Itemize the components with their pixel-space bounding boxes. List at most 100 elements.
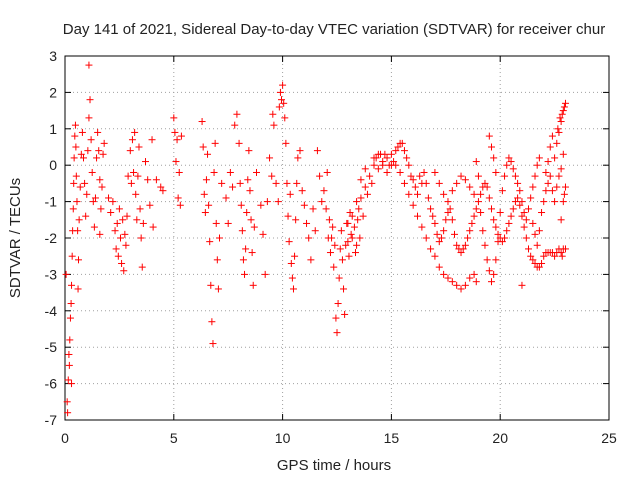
data-point <box>144 176 152 184</box>
data-point <box>303 219 311 227</box>
data-point <box>75 216 83 224</box>
data-point <box>370 161 378 169</box>
data-point <box>414 190 422 198</box>
data-point <box>470 270 478 278</box>
data-point <box>409 176 417 184</box>
data-point <box>546 172 554 180</box>
data-point <box>494 230 502 238</box>
data-point <box>136 205 144 213</box>
data-point <box>79 154 87 162</box>
data-point <box>558 110 566 118</box>
data-point <box>130 168 138 176</box>
data-point <box>557 216 565 224</box>
data-point <box>214 285 222 293</box>
data-point <box>116 234 124 242</box>
data-point <box>374 165 382 173</box>
data-point <box>411 183 419 191</box>
data-point <box>114 252 122 260</box>
data-point <box>200 190 208 198</box>
data-point <box>470 212 478 220</box>
data-point <box>485 194 493 202</box>
data-point <box>289 285 297 293</box>
data-point <box>235 139 243 147</box>
data-point <box>288 274 296 282</box>
data-point <box>509 205 517 213</box>
data-point <box>538 259 546 267</box>
data-point <box>474 172 482 180</box>
data-point <box>284 212 292 220</box>
data-point <box>505 219 513 227</box>
data-point <box>171 128 179 136</box>
data-point <box>518 281 526 289</box>
data-point <box>157 183 165 191</box>
data-point <box>282 139 290 147</box>
data-point <box>468 219 476 227</box>
data-point <box>400 147 408 155</box>
data-point <box>516 201 524 209</box>
data-point <box>74 256 82 264</box>
data-point <box>551 154 559 162</box>
data-point <box>342 241 350 249</box>
data-point <box>400 179 408 187</box>
data-point <box>531 230 539 238</box>
data-point <box>424 194 432 202</box>
data-point <box>427 205 435 213</box>
data-point <box>206 238 214 246</box>
data-point <box>208 318 216 326</box>
data-point <box>252 168 260 176</box>
data-point <box>122 241 130 249</box>
data-point <box>226 168 234 176</box>
y-axis-label: SDTVAR / TECUs <box>7 178 24 298</box>
data-point <box>121 230 129 238</box>
data-point <box>97 205 105 213</box>
data-point <box>518 212 526 220</box>
data-point <box>407 172 415 180</box>
data-point <box>485 132 493 140</box>
data-point <box>535 154 543 162</box>
data-point <box>292 216 300 224</box>
data-point <box>131 128 139 136</box>
data-point <box>64 409 72 417</box>
data-point <box>175 168 183 176</box>
data-point <box>112 245 120 253</box>
data-point <box>453 241 461 249</box>
data-point <box>113 219 121 227</box>
data-point <box>361 183 369 191</box>
y-axis-ticks: -7 -6 -5 -4 -3 -2 -1 0 1 2 3 <box>45 48 609 428</box>
data-point <box>363 190 371 198</box>
data-point <box>120 267 128 275</box>
data-point <box>540 252 548 260</box>
data-point <box>326 249 334 257</box>
data-point <box>337 227 345 235</box>
x-axis-label: GPS time / hours <box>277 457 391 474</box>
data-point <box>213 256 221 264</box>
data-point <box>492 223 500 231</box>
y-tick-label: 3 <box>49 48 57 64</box>
data-point <box>527 194 535 202</box>
data-point <box>522 216 530 224</box>
data-point <box>561 99 569 107</box>
data-point <box>105 194 113 202</box>
data-point <box>83 190 91 198</box>
data-point <box>361 165 369 173</box>
data-point <box>63 398 71 406</box>
data-point <box>244 176 252 184</box>
y-tick-label: -3 <box>45 266 58 282</box>
data-point <box>67 300 75 308</box>
data-point <box>353 241 361 249</box>
data-point <box>409 201 417 209</box>
data-point <box>390 158 398 166</box>
x-tick-label: 20 <box>492 430 508 446</box>
data-point <box>546 143 554 151</box>
data-point <box>198 118 206 126</box>
data-point <box>87 136 95 144</box>
data-point <box>335 274 343 282</box>
data-point <box>86 96 94 104</box>
data-point <box>451 230 459 238</box>
data-point <box>381 150 389 158</box>
data-point <box>118 259 126 267</box>
data-point <box>222 194 230 202</box>
data-point <box>248 249 256 257</box>
data-point <box>522 234 530 242</box>
data-point <box>268 172 276 180</box>
